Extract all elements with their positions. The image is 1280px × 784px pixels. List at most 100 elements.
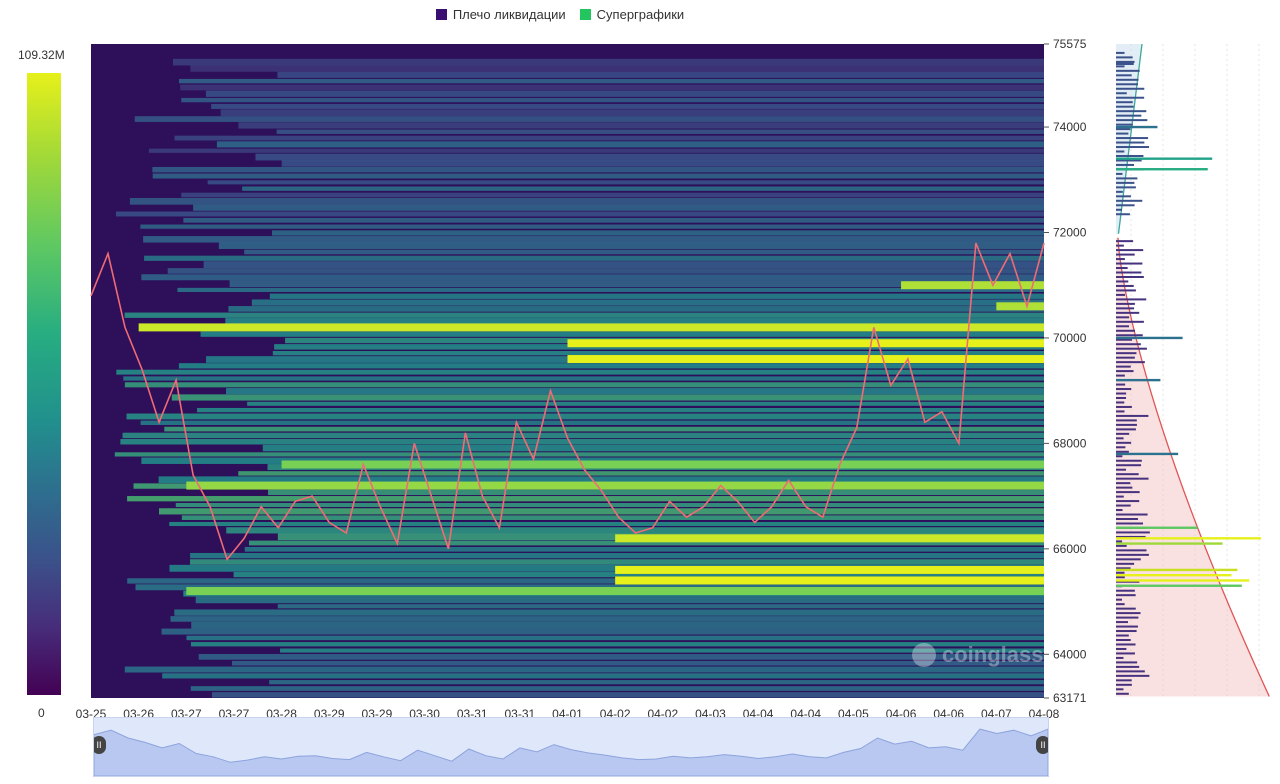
- heatmap-band: [195, 596, 1044, 604]
- heatmap-band: [207, 180, 1044, 185]
- heatmap-band: [140, 420, 1044, 425]
- heatmap-band: [229, 280, 1044, 288]
- side-profile-bar: [1116, 110, 1147, 113]
- heatmap-band: [218, 242, 1045, 249]
- legend-swatch-supercharts: [579, 8, 591, 20]
- side-profile-bar: [1116, 589, 1135, 592]
- heatmap-band: [200, 331, 1044, 337]
- heatmap-band: [191, 621, 1044, 629]
- liquidation-band-highlight: [186, 587, 1045, 596]
- heatmap-band: [124, 666, 1044, 673]
- side-profile-bar: [1116, 370, 1134, 373]
- side-profile-bar: [1116, 343, 1141, 346]
- side-profile-bar: [1116, 405, 1132, 408]
- heatmap-band: [152, 173, 1044, 179]
- side-profile-bar: [1116, 473, 1139, 476]
- side-profile-bar: [1116, 249, 1144, 252]
- side-profile-bar: [1116, 199, 1143, 202]
- side-profile-bar: [1116, 692, 1129, 695]
- heatmap-band: [244, 546, 1045, 552]
- navigator-left-handle[interactable]: II: [94, 736, 106, 754]
- side-profile-bar: [1116, 459, 1142, 462]
- side-profile-bar: [1116, 683, 1132, 686]
- heatmap-band: [238, 471, 1045, 476]
- heatmap-band: [167, 268, 1045, 274]
- heatmap-band: [152, 166, 1044, 173]
- side-profile-bar: [1116, 679, 1132, 682]
- side-profile-bar: [1116, 352, 1137, 355]
- heatmap-band: [272, 350, 1044, 356]
- side-profile-bar: [1116, 482, 1131, 485]
- side-profile-bar: [1116, 665, 1140, 668]
- side-profile-bar: [1116, 172, 1123, 175]
- heatmap-band: [159, 508, 1044, 515]
- heatmap-band: [225, 318, 1044, 326]
- side-profile-bar: [1116, 630, 1137, 633]
- side-profile-bar: [1116, 571, 1125, 574]
- price-line: [90, 242, 1045, 562]
- side-profile-bar: [1116, 78, 1139, 81]
- side-profile-highlight-bar: [1116, 157, 1213, 160]
- y-axis-tick-label: 68000: [1053, 436, 1087, 450]
- side-profile-bar: [1116, 643, 1136, 646]
- y-axis-tick-label: 74000: [1053, 120, 1087, 134]
- liquidation-band-highlight: [615, 565, 1044, 574]
- side-profile-bar: [1116, 87, 1145, 90]
- heatmap-band: [189, 559, 1045, 565]
- side-profile-bar: [1116, 302, 1135, 305]
- colorbar-scale[interactable]: [27, 73, 61, 695]
- heatmap-band: [180, 84, 1044, 91]
- heatmap-band: [238, 122, 1045, 129]
- navigator-right-handle[interactable]: II: [1036, 736, 1048, 754]
- side-profile-bar: [1116, 325, 1130, 328]
- side-profile-bar: [1116, 150, 1125, 153]
- side-profile-highlight-bar: [1116, 568, 1238, 572]
- side-profile-bar: [1116, 177, 1138, 180]
- side-profile-bar: [1116, 652, 1135, 655]
- side-profile-bar: [1116, 639, 1131, 642]
- side-profile-bar: [1116, 316, 1130, 319]
- heatmap-band: [268, 489, 1044, 496]
- side-profile-bar: [1116, 383, 1126, 386]
- heatmap-band: [205, 90, 1044, 97]
- side-profile-bar: [1116, 468, 1127, 471]
- side-profile-bar: [1116, 661, 1138, 664]
- side-profile-bar: [1116, 522, 1144, 525]
- side-profile-bar: [1116, 558, 1141, 561]
- heatmap-band: [181, 192, 1045, 198]
- heatmap-band: [122, 432, 1044, 439]
- side-profile-bar: [1116, 621, 1129, 624]
- heatmap-band: [178, 363, 1045, 369]
- heatmap-band: [190, 552, 1044, 559]
- side-profile-bar: [1116, 365, 1131, 368]
- heatmap-band: [134, 116, 1045, 122]
- side-profile-highlight-bar: [1116, 125, 1158, 129]
- side-profile-bar: [1116, 535, 1146, 538]
- side-profile-bar: [1116, 123, 1133, 126]
- time-range-navigator[interactable]: II II: [93, 717, 1049, 777]
- liquidation-band-highlight: [615, 576, 1044, 585]
- side-profile-bar: [1116, 92, 1127, 95]
- side-profile-bar: [1116, 181, 1135, 184]
- navigator-overview-area: [94, 728, 1048, 776]
- side-profile-bar: [1116, 204, 1135, 207]
- side-profile-bar: [1116, 154, 1144, 157]
- side-profile-bar: [1116, 540, 1123, 543]
- legend-item-supercharts[interactable]: Суперграфики: [579, 4, 685, 24]
- side-profile-highlight-bar: [1116, 378, 1161, 382]
- heatmap-band: [164, 426, 1044, 432]
- side-profile-bar: [1116, 374, 1125, 377]
- side-profile-bar: [1116, 446, 1126, 449]
- liquidation-band-highlight: [138, 323, 1044, 332]
- legend-label-supercharts: Суперграфики: [596, 6, 685, 22]
- legend-item-liquidation-leverage[interactable]: Плечо ликвидации: [435, 4, 566, 24]
- side-profile-bar: [1116, 509, 1123, 512]
- side-profile-bar: [1116, 647, 1127, 650]
- heatmap-band: [169, 521, 1044, 527]
- heatmap-band: [177, 287, 1045, 292]
- side-profile-bar: [1116, 428, 1136, 431]
- side-long-cumulative-line: [1117, 237, 1270, 697]
- side-profile-bar: [1116, 253, 1135, 256]
- heatmap-band: [277, 71, 1045, 78]
